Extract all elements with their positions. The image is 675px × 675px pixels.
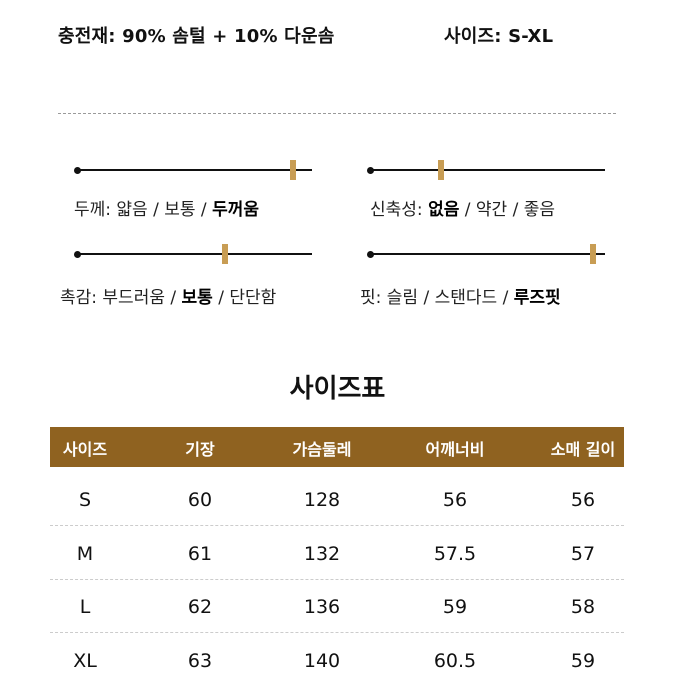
scale-marker-촉감 <box>222 244 229 264</box>
table-column-header: 가슴둘레 <box>292 440 352 459</box>
scale-marker-핏 <box>590 244 597 264</box>
table-cell: 57.5 <box>433 543 477 565</box>
scale-option: 좋음 <box>523 200 555 220</box>
table-cell: XL <box>73 650 97 672</box>
scale-separator: / <box>418 288 435 308</box>
dashed-divider <box>58 113 616 114</box>
scale-label-촉감: 촉감: 부드러움 / 보통 / 단단함 <box>60 283 276 308</box>
scale-label-핏: 핏: 슬림 / 스탠다드 / 루즈핏 <box>360 283 561 308</box>
scale-option: 부드러움 <box>102 288 165 308</box>
table-cell: 58 <box>570 596 596 618</box>
table-cell: 60 <box>187 489 213 511</box>
table-cell: 59 <box>570 650 596 672</box>
table-column-header: 소매 길이 <box>550 440 616 459</box>
scale-option-selected: 보통 <box>181 288 213 308</box>
scale-start-dot <box>367 166 374 174</box>
size-table-title: 사이즈표 <box>289 374 386 404</box>
scale-separator: / <box>164 288 182 308</box>
table-cell: 56 <box>442 489 468 511</box>
table-row-divider <box>50 525 624 526</box>
scale-separator: / <box>497 288 514 308</box>
scale-option: 보통 <box>164 200 196 220</box>
scale-option: 얇음 <box>116 200 148 220</box>
scale-start-dot <box>74 250 81 258</box>
scale-option-selected: 두꺼움 <box>212 200 259 220</box>
table-cell: 57 <box>570 543 596 565</box>
table-cell: M <box>76 543 94 565</box>
scale-marker-신축성 <box>437 160 444 180</box>
scale-separator: / <box>459 200 476 220</box>
table-cell: 128 <box>303 489 341 511</box>
table-column-header: 어깨너비 <box>425 440 485 459</box>
scale-separator: / <box>147 200 165 220</box>
table-cell: 63 <box>187 650 213 672</box>
scale-option-selected: 없음 <box>428 200 460 220</box>
scale-marker-두께 <box>290 160 297 180</box>
table-column-header: 기장 <box>185 440 215 459</box>
table-column-header: 사이즈 <box>62 440 108 459</box>
scale-separator: / <box>212 288 230 308</box>
scale-start-dot <box>367 250 374 258</box>
table-cell: 136 <box>303 596 341 618</box>
scale-track-촉감 <box>77 253 312 255</box>
table-row-divider <box>50 579 624 580</box>
table-cell: 60.5 <box>433 650 477 672</box>
table-cell: 140 <box>303 650 341 672</box>
fill-material-text: 충전재: 90% 솜털 + 10% 다운솜 <box>58 26 335 47</box>
scale-option: 단단함 <box>229 288 277 308</box>
scale-name: 촉감: <box>60 288 103 308</box>
scale-option-selected: 루즈핏 <box>513 288 561 308</box>
scale-track-신축성 <box>370 169 605 171</box>
scale-name: 핏: <box>360 288 387 308</box>
size-range-text: 사이즈: S-XL <box>444 26 554 47</box>
scale-start-dot <box>74 166 81 174</box>
scale-separator: / <box>195 200 213 220</box>
table-row-divider <box>50 632 624 633</box>
size-table-header: 사이즈 기장 가슴둘레 어깨너비 소매 길이 <box>50 427 624 467</box>
table-cell: 61 <box>187 543 213 565</box>
table-cell: 62 <box>187 596 213 618</box>
scale-label-두께: 두께: 얇음 / 보통 / 두꺼움 <box>74 195 259 220</box>
scale-track-두께 <box>77 169 312 171</box>
scale-separator: / <box>507 200 524 220</box>
table-cell: S <box>78 489 92 511</box>
scale-track-핏 <box>370 253 605 255</box>
table-cell: L <box>79 596 91 618</box>
scale-name: 두께: <box>74 200 117 220</box>
scale-option: 약간 <box>475 200 508 220</box>
scale-label-신축성: 신축성: 없음 / 약간 / 좋음 <box>370 195 555 220</box>
table-cell: 59 <box>442 596 468 618</box>
scale-option: 스탠다드 <box>434 288 498 308</box>
table-cell: 56 <box>570 489 596 511</box>
scale-option: 슬림 <box>386 288 419 308</box>
scale-name: 신축성: <box>370 200 429 220</box>
table-cell: 132 <box>303 543 341 565</box>
